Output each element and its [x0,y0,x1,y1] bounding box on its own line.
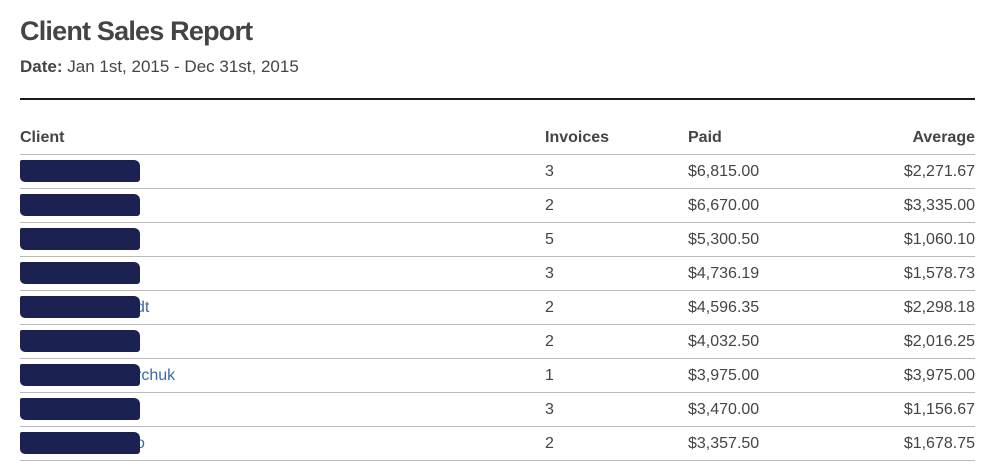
average-cell: $1,156.67 [858,392,975,427]
client-cell: rchuk [20,358,545,393]
average-cell: $2,271.67 [858,154,975,189]
average-cell: $1,678.75 [858,426,975,461]
paid-cell: $4,032.50 [688,324,858,359]
client-cell [20,392,545,427]
client-link[interactable]: rchuk [136,366,176,384]
average-cell: $1,060.10 [858,222,975,257]
invoices-cell: 1 [545,358,688,393]
paid-cell: $3,975.00 [688,358,858,393]
client-cell [20,188,545,223]
client-cell: o [20,426,545,461]
average-cell: $1,578.73 [858,256,975,291]
paid-cell: $5,300.50 [688,222,858,257]
table-row: dt 2 $4,596.35 $2,298.18 [20,290,975,325]
table-row: o 2 $3,357.50 $1,678.75 [20,426,975,461]
redaction-mark [20,228,140,250]
table-row: 3 $6,815.00 $2,271.67 [20,154,975,189]
client-cell: dt [20,290,545,325]
redaction-mark [20,432,140,454]
invoices-cell: 3 [545,154,688,189]
average-cell: $2,016.25 [858,324,975,359]
paid-cell: $3,470.00 [688,392,858,427]
paid-cell: $3,357.50 [688,426,858,461]
redaction-mark [20,296,140,318]
client-cell [20,324,545,359]
paid-cell: $6,670.00 [688,188,858,223]
invoices-cell: 2 [545,426,688,461]
paid-cell: $6,815.00 [688,154,858,189]
table-row: 2 $6,670.00 $3,335.00 [20,188,975,223]
table-row: rchuk 1 $3,975.00 $3,975.00 [20,358,975,393]
average-cell: $3,975.00 [858,358,975,393]
table-row: 2 $4,032.50 $2,016.25 [20,324,975,359]
redaction-mark [20,398,140,420]
column-header-invoices[interactable]: Invoices [545,122,688,155]
average-cell: $2,298.18 [858,290,975,325]
column-header-average[interactable]: Average [858,122,975,155]
average-cell: $3,335.00 [858,188,975,223]
column-header-paid[interactable]: Paid [688,122,858,155]
invoices-cell: 5 [545,222,688,257]
client-cell [20,154,545,189]
table-row: 3 $3,470.00 $1,156.67 [20,392,975,427]
header-divider [20,98,975,100]
table-row: 5 $5,300.50 $1,060.10 [20,222,975,257]
paid-cell: $4,596.35 [688,290,858,325]
date-range-value: Jan 1st, 2015 - Dec 31st, 2015 [67,57,299,76]
table-header-row: Client Invoices Paid Average [20,122,975,155]
table-body: 3 $6,815.00 $2,271.67 2 $6,670.00 $3,335… [20,154,975,461]
invoices-cell: 3 [545,392,688,427]
redaction-mark [20,364,140,386]
paid-cell: $4,736.19 [688,256,858,291]
invoices-cell: 2 [545,290,688,325]
client-cell [20,222,545,257]
invoices-cell: 3 [545,256,688,291]
invoices-cell: 2 [545,324,688,359]
redaction-mark [20,262,140,284]
redaction-mark [20,194,140,216]
client-link[interactable]: o [136,434,145,452]
page-title: Client Sales Report [20,16,253,46]
redaction-mark [20,160,140,182]
column-header-client[interactable]: Client [20,122,545,155]
table-row: 3 $4,736.19 $1,578.73 [20,256,975,291]
date-label: Date: [20,57,63,76]
client-sales-table: Client Invoices Paid Average 3 $6,815.00… [20,122,975,461]
client-cell [20,256,545,291]
invoices-cell: 2 [545,188,688,223]
redaction-mark [20,330,140,352]
date-range-line: Date: Jan 1st, 2015 - Dec 31st, 2015 [20,57,299,77]
